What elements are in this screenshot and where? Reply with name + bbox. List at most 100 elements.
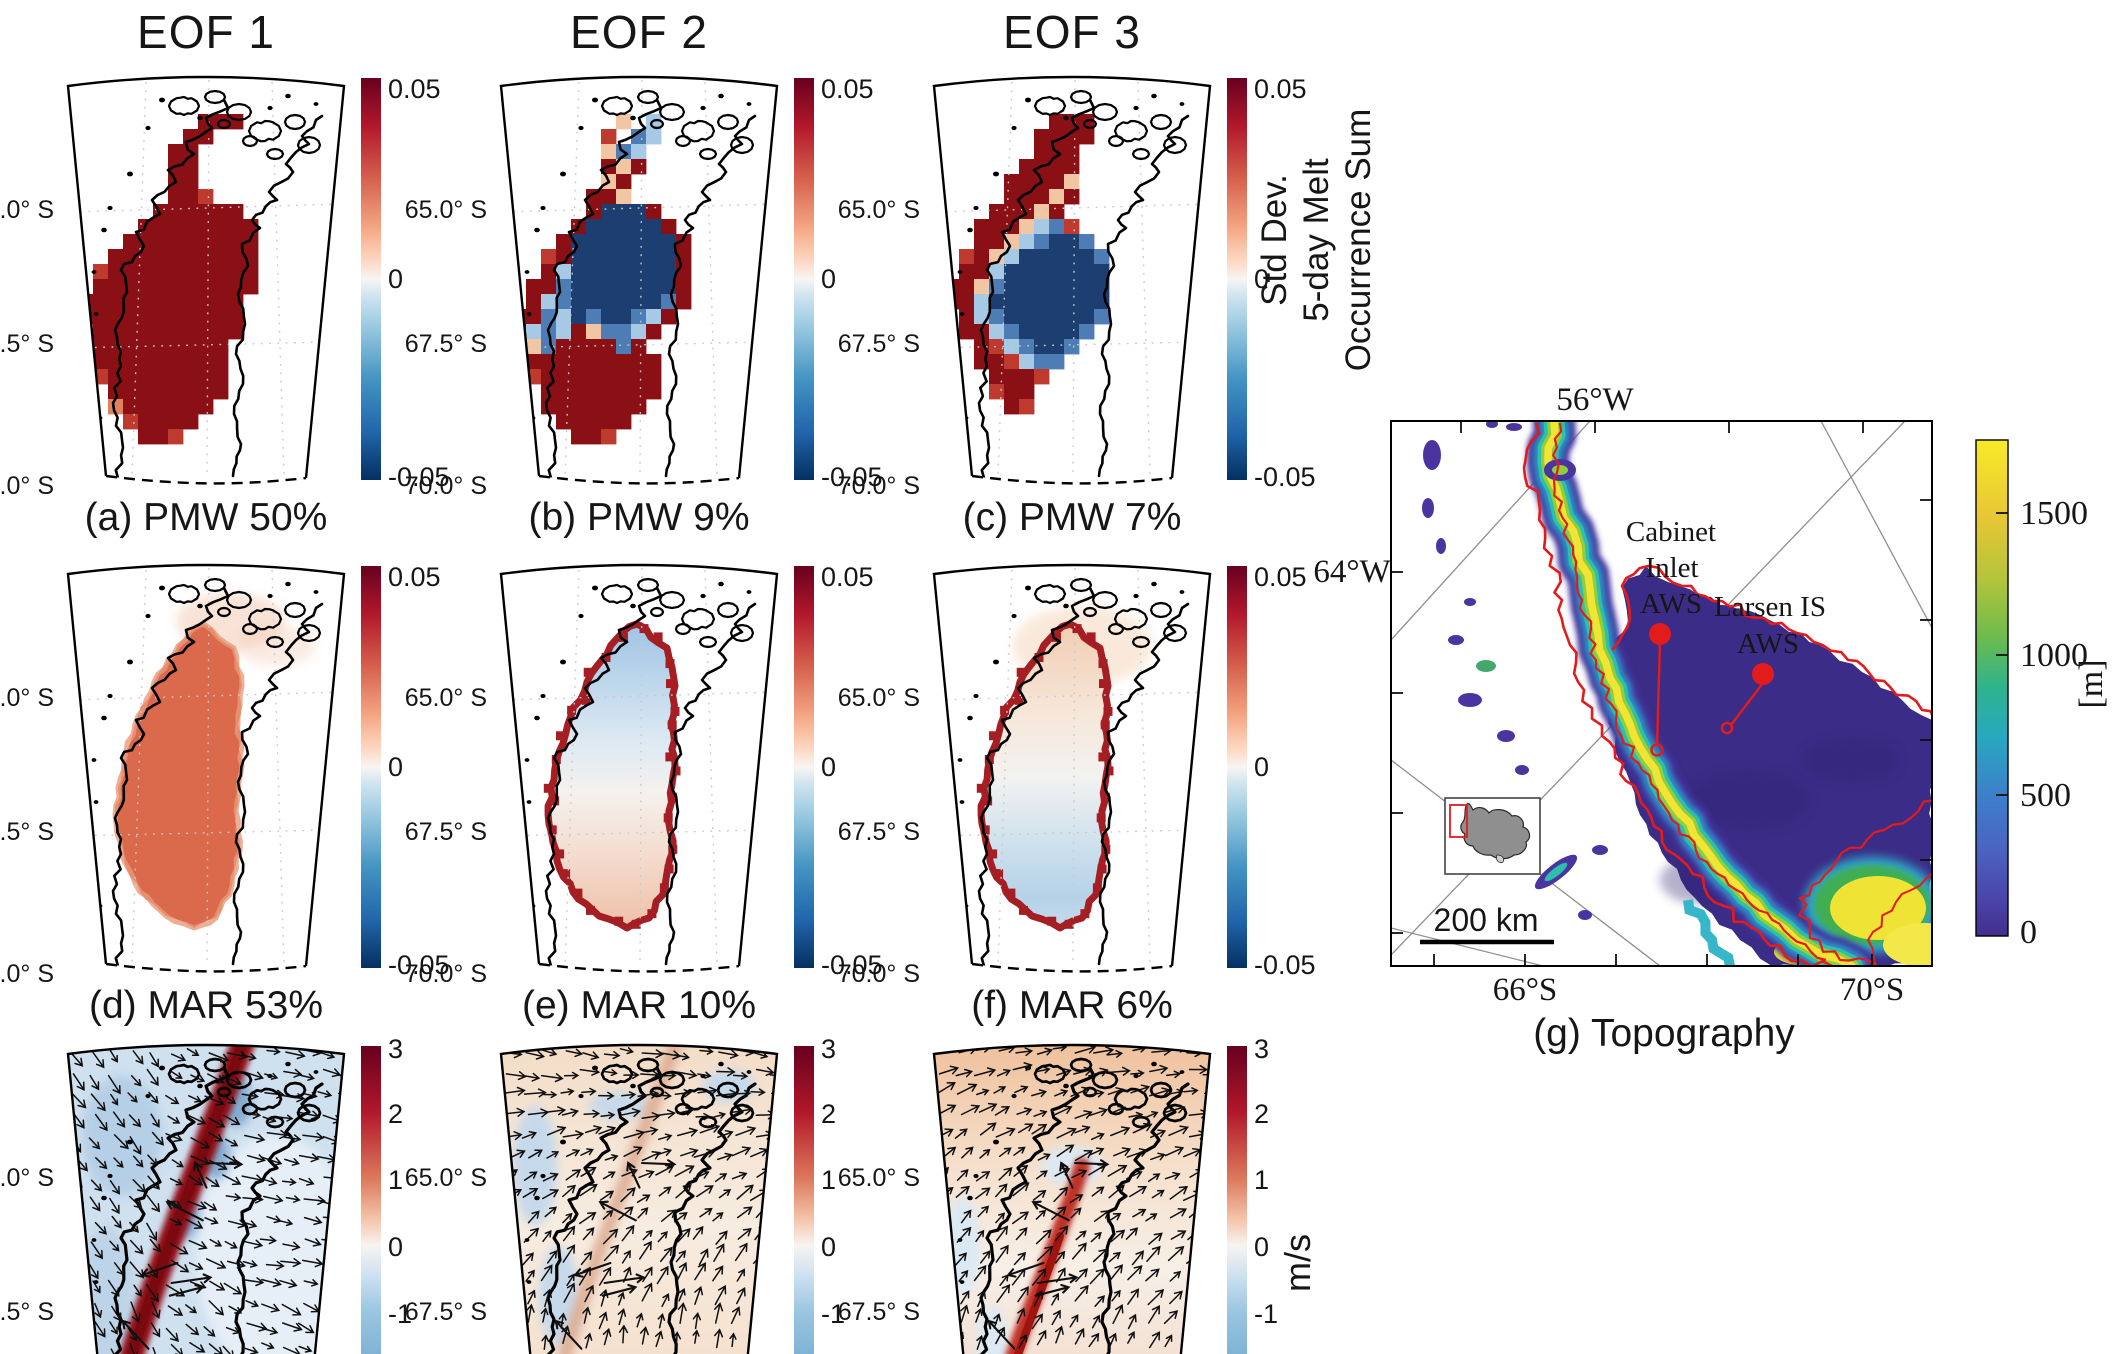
caption-a: (a) PMW 50%	[85, 496, 328, 539]
colorbar-tick: -0.05	[1254, 950, 1316, 980]
colorbar-tick: 3	[1254, 1034, 1269, 1064]
colorbar-melt: 0.05 0 -0.05	[361, 74, 450, 492]
colorbar-melt: 0.05 0 -0.05	[1227, 74, 1316, 492]
panel-wind3: 65.0° S 67.5° S 3 2 1 0 -1	[838, 1034, 1278, 1354]
colorbar-tick: 2	[388, 1099, 403, 1129]
svg-text:Inlet: Inlet	[1645, 552, 1698, 584]
colorbar-tick: 0	[2020, 914, 2037, 951]
colorbar-melt: 0.05 0 -0.05	[361, 562, 450, 980]
antarctica-inset-map	[1444, 797, 1541, 875]
map-art-wind-eof3	[934, 1045, 1210, 1354]
colorbar-wind: 3 2 1 0 -1	[361, 1034, 412, 1354]
lat-label: 67.5° S	[838, 330, 920, 358]
map-art-pmw-eof1	[69, 79, 343, 480]
caption-f: (f) MAR 6%	[971, 984, 1173, 1027]
colorbar-wind: 3 2 1 0 -1	[794, 1034, 845, 1354]
colorbar-wind: 3 2 1 0 -1	[1227, 1034, 1278, 1354]
lat-label: 65.0° S	[0, 684, 54, 712]
svg-text:Occurrence Sum: Occurrence Sum	[1339, 109, 1378, 372]
colorbar-tick: 0	[1254, 1232, 1269, 1262]
aws-label-cabinet-inlet: Cabinet Inlet AWS	[1626, 516, 1716, 620]
lat-label: 67.5° S	[0, 1298, 54, 1326]
colorbar-tick: 0.05	[1254, 562, 1307, 592]
lat-label: 70.0° S	[0, 960, 54, 988]
panel-wind1: 65.0° S 67.5° S 3 2 1 0 -1	[0, 1034, 412, 1354]
colorbar-tick: 0	[1254, 264, 1269, 294]
inset-region-box	[1449, 804, 1468, 838]
panel-a: 65.0° S 67.5° S 70.0° S 0.05 0 -0.05 (a)…	[0, 74, 450, 539]
melt-colorbar-axis-label: Std Dev. 5-day Melt Occurrence Sum	[1255, 109, 1378, 372]
colorbar-tick: 2	[821, 1099, 836, 1129]
lat-label-bottom: 70°S	[1840, 972, 1905, 1008]
colorbar-tick: 0	[388, 264, 403, 294]
lat-label: 67.5° S	[405, 1298, 487, 1326]
colorbar-tick: -0.05	[1254, 462, 1316, 492]
lat-label: 65.0° S	[405, 196, 487, 224]
lat-label: 67.5° S	[0, 818, 54, 846]
svg-text:Cabinet: Cabinet	[1626, 516, 1716, 548]
lat-label: 70.0° S	[838, 960, 920, 988]
colorbar-tick: 2	[1254, 1099, 1269, 1129]
colorbar-tick: 0	[1254, 752, 1269, 782]
svg-text:Larsen IS: Larsen IS	[1714, 591, 1826, 623]
scale-bar: 200 km	[1420, 902, 1554, 945]
colorbar-tick: -1	[821, 1299, 845, 1329]
map-art-pmw-eof3	[935, 79, 1209, 480]
lat-label: 65.0° S	[405, 684, 487, 712]
colorbar-melt: 0.05 0 -0.05	[794, 562, 883, 980]
colorbar-tick: 500	[2020, 777, 2071, 814]
map-art-wind-eof2	[501, 1045, 777, 1354]
lat-label: 65.0° S	[838, 684, 920, 712]
wind-colorbar-axis-label: m/s	[1277, 1234, 1318, 1292]
col-title-eof2: EOF 2	[570, 6, 708, 58]
colorbar-tick: -1	[388, 1299, 412, 1329]
lat-label: 65.0° S	[405, 1164, 487, 1192]
lat-label: 70.0° S	[0, 472, 54, 500]
caption-c: (c) PMW 7%	[963, 496, 1182, 539]
aws-marker-cabinet-inlet	[1649, 623, 1671, 757]
lon-label-left: 64°W	[1313, 554, 1391, 590]
colorbar-tick: 1000	[2020, 637, 2088, 674]
lat-label: 70.0° S	[838, 472, 920, 500]
colorbar-tick: 0.05	[821, 74, 874, 104]
lat-label: 67.5° S	[838, 818, 920, 846]
colorbar-tick: 0	[388, 1232, 403, 1262]
svg-text:200 km: 200 km	[1434, 902, 1539, 938]
aws-marker-larsen-is	[1720, 663, 1774, 735]
topo-colorbar-axis-label: [m]	[2073, 659, 2110, 708]
svg-text:Std Dev.: Std Dev.	[1255, 174, 1294, 306]
svg-text:AWS: AWS	[1737, 628, 1799, 660]
panel-e: 65.0° S 67.5° S 70.0° S 0.05 0 -0.05 (e)…	[405, 562, 883, 1027]
lat-label: 67.5° S	[405, 818, 487, 846]
lat-label: 70.0° S	[405, 960, 487, 988]
panel-g-topography: 56°W 64°W Cabinet Inlet AWS Larsen IS AW…	[1313, 382, 2110, 1055]
colorbar-melt: 0.05 0 -0.05	[1227, 562, 1316, 980]
panel-d: 65.0° S 67.5° S 70.0° S 0.05 0 -0.05 (d)…	[0, 562, 450, 1027]
colorbar-tick: 1	[388, 1165, 403, 1195]
panel-c: 65.0° S 67.5° S 70.0° S 0.05 0 -0.05 (c)…	[838, 74, 1316, 539]
topo-map-art	[1391, 421, 1932, 966]
colorbar-tick: 3	[821, 1034, 836, 1064]
colorbar-tick: 0	[821, 264, 836, 294]
lon-label-top: 56°W	[1556, 382, 1634, 418]
colorbar-topo: 1500 1000 500 0 [m]	[1975, 439, 2110, 951]
lat-label: 67.5° S	[0, 330, 54, 358]
colorbar-melt: 0.05 0 -0.05	[794, 74, 883, 492]
antarctica-silhouette	[1460, 802, 1531, 860]
topo-axis-ticks	[1391, 421, 1932, 966]
colorbar-tick: 0	[821, 1232, 836, 1262]
map-art-mar-eof3	[935, 567, 1209, 968]
lat-label: 65.0° S	[0, 196, 54, 224]
lat-label: 67.5° S	[838, 1298, 920, 1326]
svg-text:AWS: AWS	[1640, 588, 1702, 620]
colorbar-tick: -0.05	[388, 462, 450, 492]
colorbar-tick: 0.05	[821, 562, 874, 592]
caption-b: (b) PMW 9%	[528, 496, 749, 539]
colorbar-tick: 3	[388, 1034, 403, 1064]
svg-text:5-day Melt: 5-day Melt	[1297, 158, 1336, 322]
lat-label: 70.0° S	[405, 472, 487, 500]
col-title-eof1: EOF 1	[137, 6, 275, 58]
colorbar-tick: 0	[821, 752, 836, 782]
caption-g: (g) Topography	[1533, 1012, 1795, 1055]
